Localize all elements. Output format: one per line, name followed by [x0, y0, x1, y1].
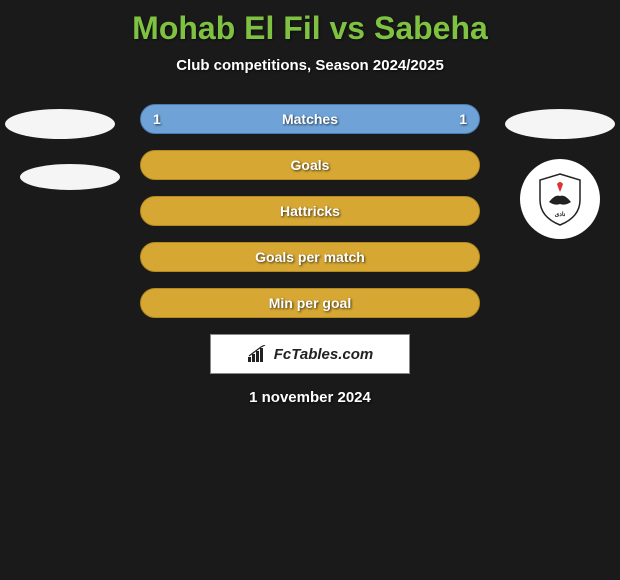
stat-value-left: 1 [153, 111, 161, 127]
footer-date: 1 november 2024 [0, 389, 620, 406]
footer-logo-text: FcTables.com [274, 346, 373, 363]
right-player-placeholder-icon [505, 109, 615, 139]
subtitle: Club competitions, Season 2024/2025 [0, 57, 620, 74]
stat-row-matches: 1 Matches 1 [140, 104, 480, 134]
left-club-placeholder-icon [20, 164, 120, 190]
page-title: Mohab El Fil vs Sabeha [0, 0, 620, 47]
stat-label: Matches [282, 111, 338, 127]
title-left: Mohab El Fil [132, 10, 320, 46]
stat-value-right: 1 [459, 111, 467, 127]
comparison-area: نادى 1 Matches 1 Goals Hattricks Goals p… [0, 104, 620, 406]
stat-row-hattricks: Hattricks [140, 196, 480, 226]
stat-label: Goals [291, 157, 330, 173]
left-player-placeholder-icon [5, 109, 115, 139]
stat-rows: 1 Matches 1 Goals Hattricks Goals per ma… [140, 104, 480, 318]
stat-row-goals: Goals [140, 150, 480, 180]
stat-label: Goals per match [255, 249, 365, 265]
shield-icon: نادى [535, 172, 585, 227]
svg-text:نادى: نادى [555, 211, 566, 218]
title-right: Sabeha [374, 10, 488, 46]
chart-icon [247, 345, 269, 363]
title-vs: vs [321, 10, 374, 46]
stat-label: Hattricks [280, 203, 340, 219]
stat-row-goals-per-match: Goals per match [140, 242, 480, 272]
stat-label: Min per goal [269, 295, 351, 311]
stat-row-min-per-goal: Min per goal [140, 288, 480, 318]
footer-logo: FcTables.com [210, 334, 410, 374]
right-club-badge: نادى [520, 159, 600, 239]
